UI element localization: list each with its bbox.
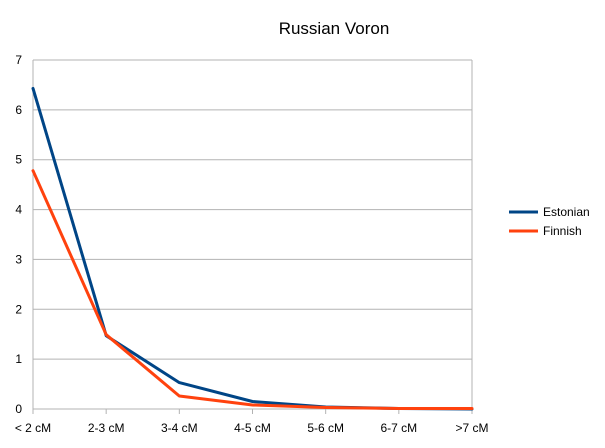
y-tick-label: 0 <box>15 402 22 416</box>
series-lines <box>31 86 474 411</box>
series-line-estonian <box>31 86 474 411</box>
y-tick-label: 4 <box>15 203 22 217</box>
legend-label: Finnish <box>543 224 582 238</box>
series-line-finnish <box>31 169 474 410</box>
legend: Estonian Finnish <box>509 205 590 238</box>
x-tick-label: 6-7 cM <box>380 421 417 435</box>
x-tick-label: 3-4 cM <box>161 421 198 435</box>
y-tick-label: 6 <box>15 103 22 117</box>
y-tick-label: 7 <box>15 53 22 67</box>
x-tick-label: 5-6 cM <box>307 421 344 435</box>
y-tick-label: 3 <box>15 252 22 266</box>
y-tick-label: 2 <box>15 302 22 316</box>
grid-lines <box>32 59 473 410</box>
x-tick-label: >7 cM <box>455 421 488 435</box>
x-tick-label: 4-5 cM <box>234 421 271 435</box>
axes: 0 1 2 3 4 5 6 7 < 2 cM 2-3 cM 3-4 cM 4-5 cM 5-6 cM 6-… <box>15 53 489 435</box>
chart-title: Russian Voron <box>279 19 390 38</box>
y-tick-label: 5 <box>15 153 22 167</box>
legend-label: Estonian <box>543 205 590 219</box>
x-tick-label: < 2 cM <box>15 421 51 435</box>
y-tick-label: 1 <box>15 352 22 366</box>
x-tick-label: 2-3 cM <box>88 421 125 435</box>
